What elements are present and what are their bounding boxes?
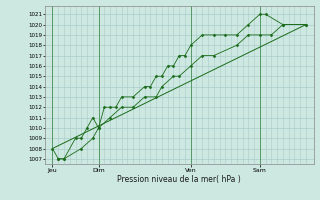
X-axis label: Pression niveau de la mer( hPa ): Pression niveau de la mer( hPa ) xyxy=(117,175,241,184)
